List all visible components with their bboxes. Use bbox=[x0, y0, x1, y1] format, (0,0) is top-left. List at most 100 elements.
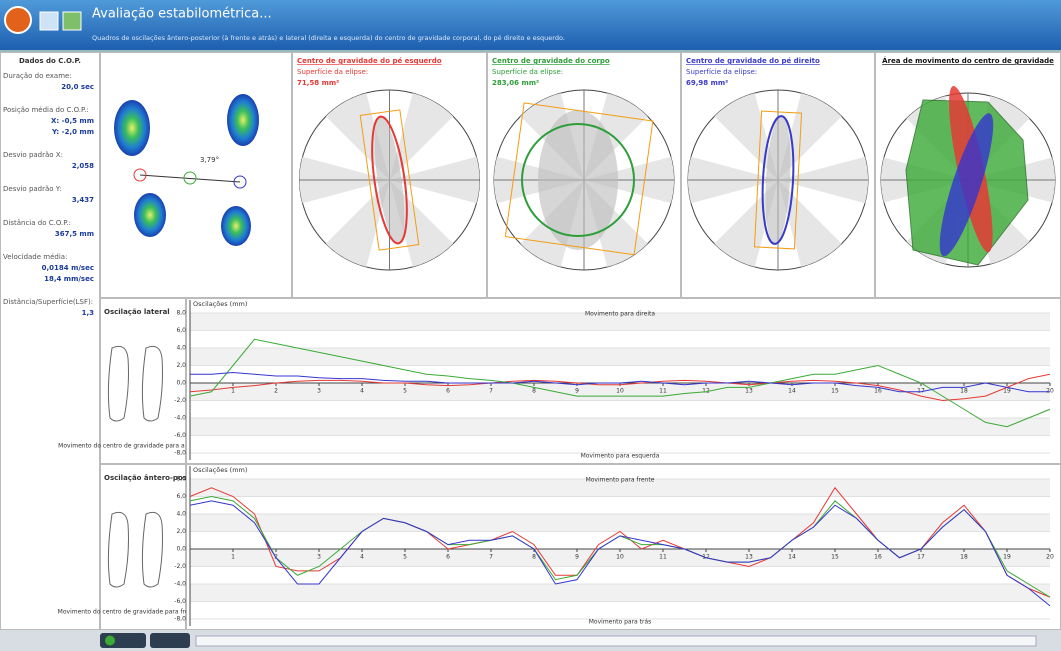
x-tick-label: 6 bbox=[446, 554, 450, 561]
y-tick-label: 6,0 bbox=[176, 327, 186, 334]
y-axis-label: Oscilações (mm) bbox=[193, 300, 247, 308]
x-tick-label: 9 bbox=[575, 388, 579, 395]
x-tick-label: 4 bbox=[360, 554, 364, 561]
cop-label: Distância do C.O.P.: bbox=[3, 219, 71, 227]
x-tick-label: 6 bbox=[446, 388, 450, 395]
x-tick-label: 1 bbox=[231, 554, 235, 561]
cop-value: 3,437 bbox=[72, 196, 94, 204]
y-tick-label: 2,0 bbox=[176, 362, 186, 369]
cop-value: 18,4 mm/sec bbox=[44, 275, 94, 283]
panel-value: 283,06 mm² bbox=[492, 79, 539, 87]
x-tick-label: 20 bbox=[1046, 554, 1054, 561]
panel-value: 71,58 mm² bbox=[297, 79, 339, 87]
panel-title: Área de movimento do centro de gravidade bbox=[882, 56, 1054, 65]
y-tick-label: -2,0 bbox=[174, 397, 186, 404]
y-tick-label: 6,0 bbox=[176, 493, 186, 500]
x-tick-label: 3 bbox=[317, 388, 321, 395]
y-tick-label: 4,0 bbox=[176, 511, 186, 518]
x-tick-label: 14 bbox=[788, 388, 796, 395]
cop-panel bbox=[1, 53, 100, 630]
grid-band bbox=[190, 584, 1050, 602]
x-tick-label: 18 bbox=[960, 554, 968, 561]
cop-value: 0,0184 m/sec bbox=[42, 264, 94, 272]
grid-band bbox=[190, 514, 1050, 532]
x-tick-label: 3 bbox=[317, 554, 321, 561]
pause-button[interactable] bbox=[150, 633, 190, 648]
play-icon bbox=[105, 636, 115, 646]
y-tick-label: 0,0 bbox=[176, 380, 186, 387]
x-tick-label: 15 bbox=[831, 388, 839, 395]
panel-subtitle: Superfície da elipse: bbox=[297, 68, 368, 76]
page-subtitle: Quadros de oscilações ântero-posterior (… bbox=[92, 34, 565, 42]
cop-label: Desvio padrão Y: bbox=[3, 185, 62, 193]
x-tick-label: 5 bbox=[403, 554, 407, 561]
panel-title: Centro de gravidade do corpo bbox=[492, 57, 610, 65]
foot-blob bbox=[227, 94, 259, 146]
cop-value: X: -0,5 mm bbox=[51, 117, 94, 125]
x-tick-label: 17 bbox=[917, 554, 925, 561]
foot-blob bbox=[134, 193, 166, 237]
divider bbox=[0, 50, 1061, 52]
footprint-panel bbox=[101, 53, 292, 298]
panel-subtitle: Superfície da elipse: bbox=[492, 68, 563, 76]
y-tick-label: -6,0 bbox=[174, 432, 186, 439]
x-tick-label: 8 bbox=[532, 554, 536, 561]
x-tick-label: 13 bbox=[745, 554, 753, 561]
x-tick-label: 18 bbox=[960, 388, 968, 395]
x-tick-label: 11 bbox=[659, 388, 667, 395]
x-tick-label: 7 bbox=[489, 388, 493, 395]
y-tick-label: -6,0 bbox=[174, 598, 186, 605]
angle: 3,79° bbox=[200, 156, 219, 164]
grid-band bbox=[190, 348, 1050, 366]
cop-label: Duração do exame: bbox=[3, 72, 72, 80]
annotation: Movimento para esquerda bbox=[581, 453, 660, 460]
x-tick-label: 13 bbox=[745, 388, 753, 395]
y-tick-label: 8,0 bbox=[176, 310, 186, 317]
x-tick-label: 8 bbox=[532, 388, 536, 395]
x-tick-label: 5 bbox=[403, 388, 407, 395]
cop-value: 1,3 bbox=[82, 309, 95, 317]
x-tick-label: 20 bbox=[1046, 388, 1054, 395]
tool-icon[interactable] bbox=[40, 12, 58, 30]
x-tick-label: 14 bbox=[788, 554, 796, 561]
cop-value: 367,5 mm bbox=[55, 230, 94, 238]
panel-value: 69,98 mm² bbox=[686, 79, 728, 87]
y-tick-label: 0,0 bbox=[176, 546, 186, 553]
x-tick-label: 7 bbox=[489, 554, 493, 561]
x-tick-label: 10 bbox=[616, 554, 624, 561]
timeline-scrollbar[interactable] bbox=[196, 636, 1036, 646]
panel-title: Centro de gravidade do pé direito bbox=[686, 57, 820, 65]
x-tick-label: 16 bbox=[874, 388, 882, 395]
x-tick-label: 11 bbox=[659, 554, 667, 561]
annotation: Movimento para frente bbox=[586, 477, 655, 484]
cop-value: 2,058 bbox=[72, 162, 94, 170]
y-tick-label: 8,0 bbox=[176, 476, 186, 483]
y-tick-label: 4,0 bbox=[176, 345, 186, 352]
cop-value: Y: -2,0 mm bbox=[51, 128, 94, 136]
y-tick-label: -8,0 bbox=[174, 450, 186, 457]
app-icon[interactable] bbox=[5, 7, 31, 33]
foot-blob bbox=[114, 100, 150, 156]
y-tick-label: -4,0 bbox=[174, 415, 186, 422]
chart-label: Oscilação lateral bbox=[104, 308, 170, 316]
x-tick-label: 4 bbox=[360, 388, 364, 395]
grid-band bbox=[190, 418, 1050, 436]
cop-label: Distância/Superfície(LSF): bbox=[3, 298, 93, 306]
x-tick-label: 19 bbox=[1003, 554, 1011, 561]
cop-label: Velocidade média: bbox=[3, 253, 67, 261]
cop-label: Posição média do C.O.P.: bbox=[3, 106, 89, 114]
x-tick-label: 2 bbox=[274, 388, 278, 395]
foot-blob bbox=[221, 206, 251, 246]
annotation: Movimento para direita bbox=[585, 311, 655, 318]
x-tick-label: 10 bbox=[616, 388, 624, 395]
page: Avaliação estabilométrica... Quadros de … bbox=[0, 0, 1061, 651]
x-tick-label: 16 bbox=[874, 554, 882, 561]
cop-value: 20,0 sec bbox=[61, 83, 94, 91]
cop-label: Desvio padrão X: bbox=[3, 151, 63, 159]
x-tick-label: 9 bbox=[575, 554, 579, 561]
tool-icon[interactable] bbox=[63, 12, 81, 30]
panel-subtitle: Superfície da elipse: bbox=[686, 68, 757, 76]
y-tick-label: -2,0 bbox=[174, 563, 186, 570]
cop-title: Dados do C.O.P. bbox=[19, 57, 81, 65]
annotation: Movimento para trás bbox=[589, 619, 652, 626]
